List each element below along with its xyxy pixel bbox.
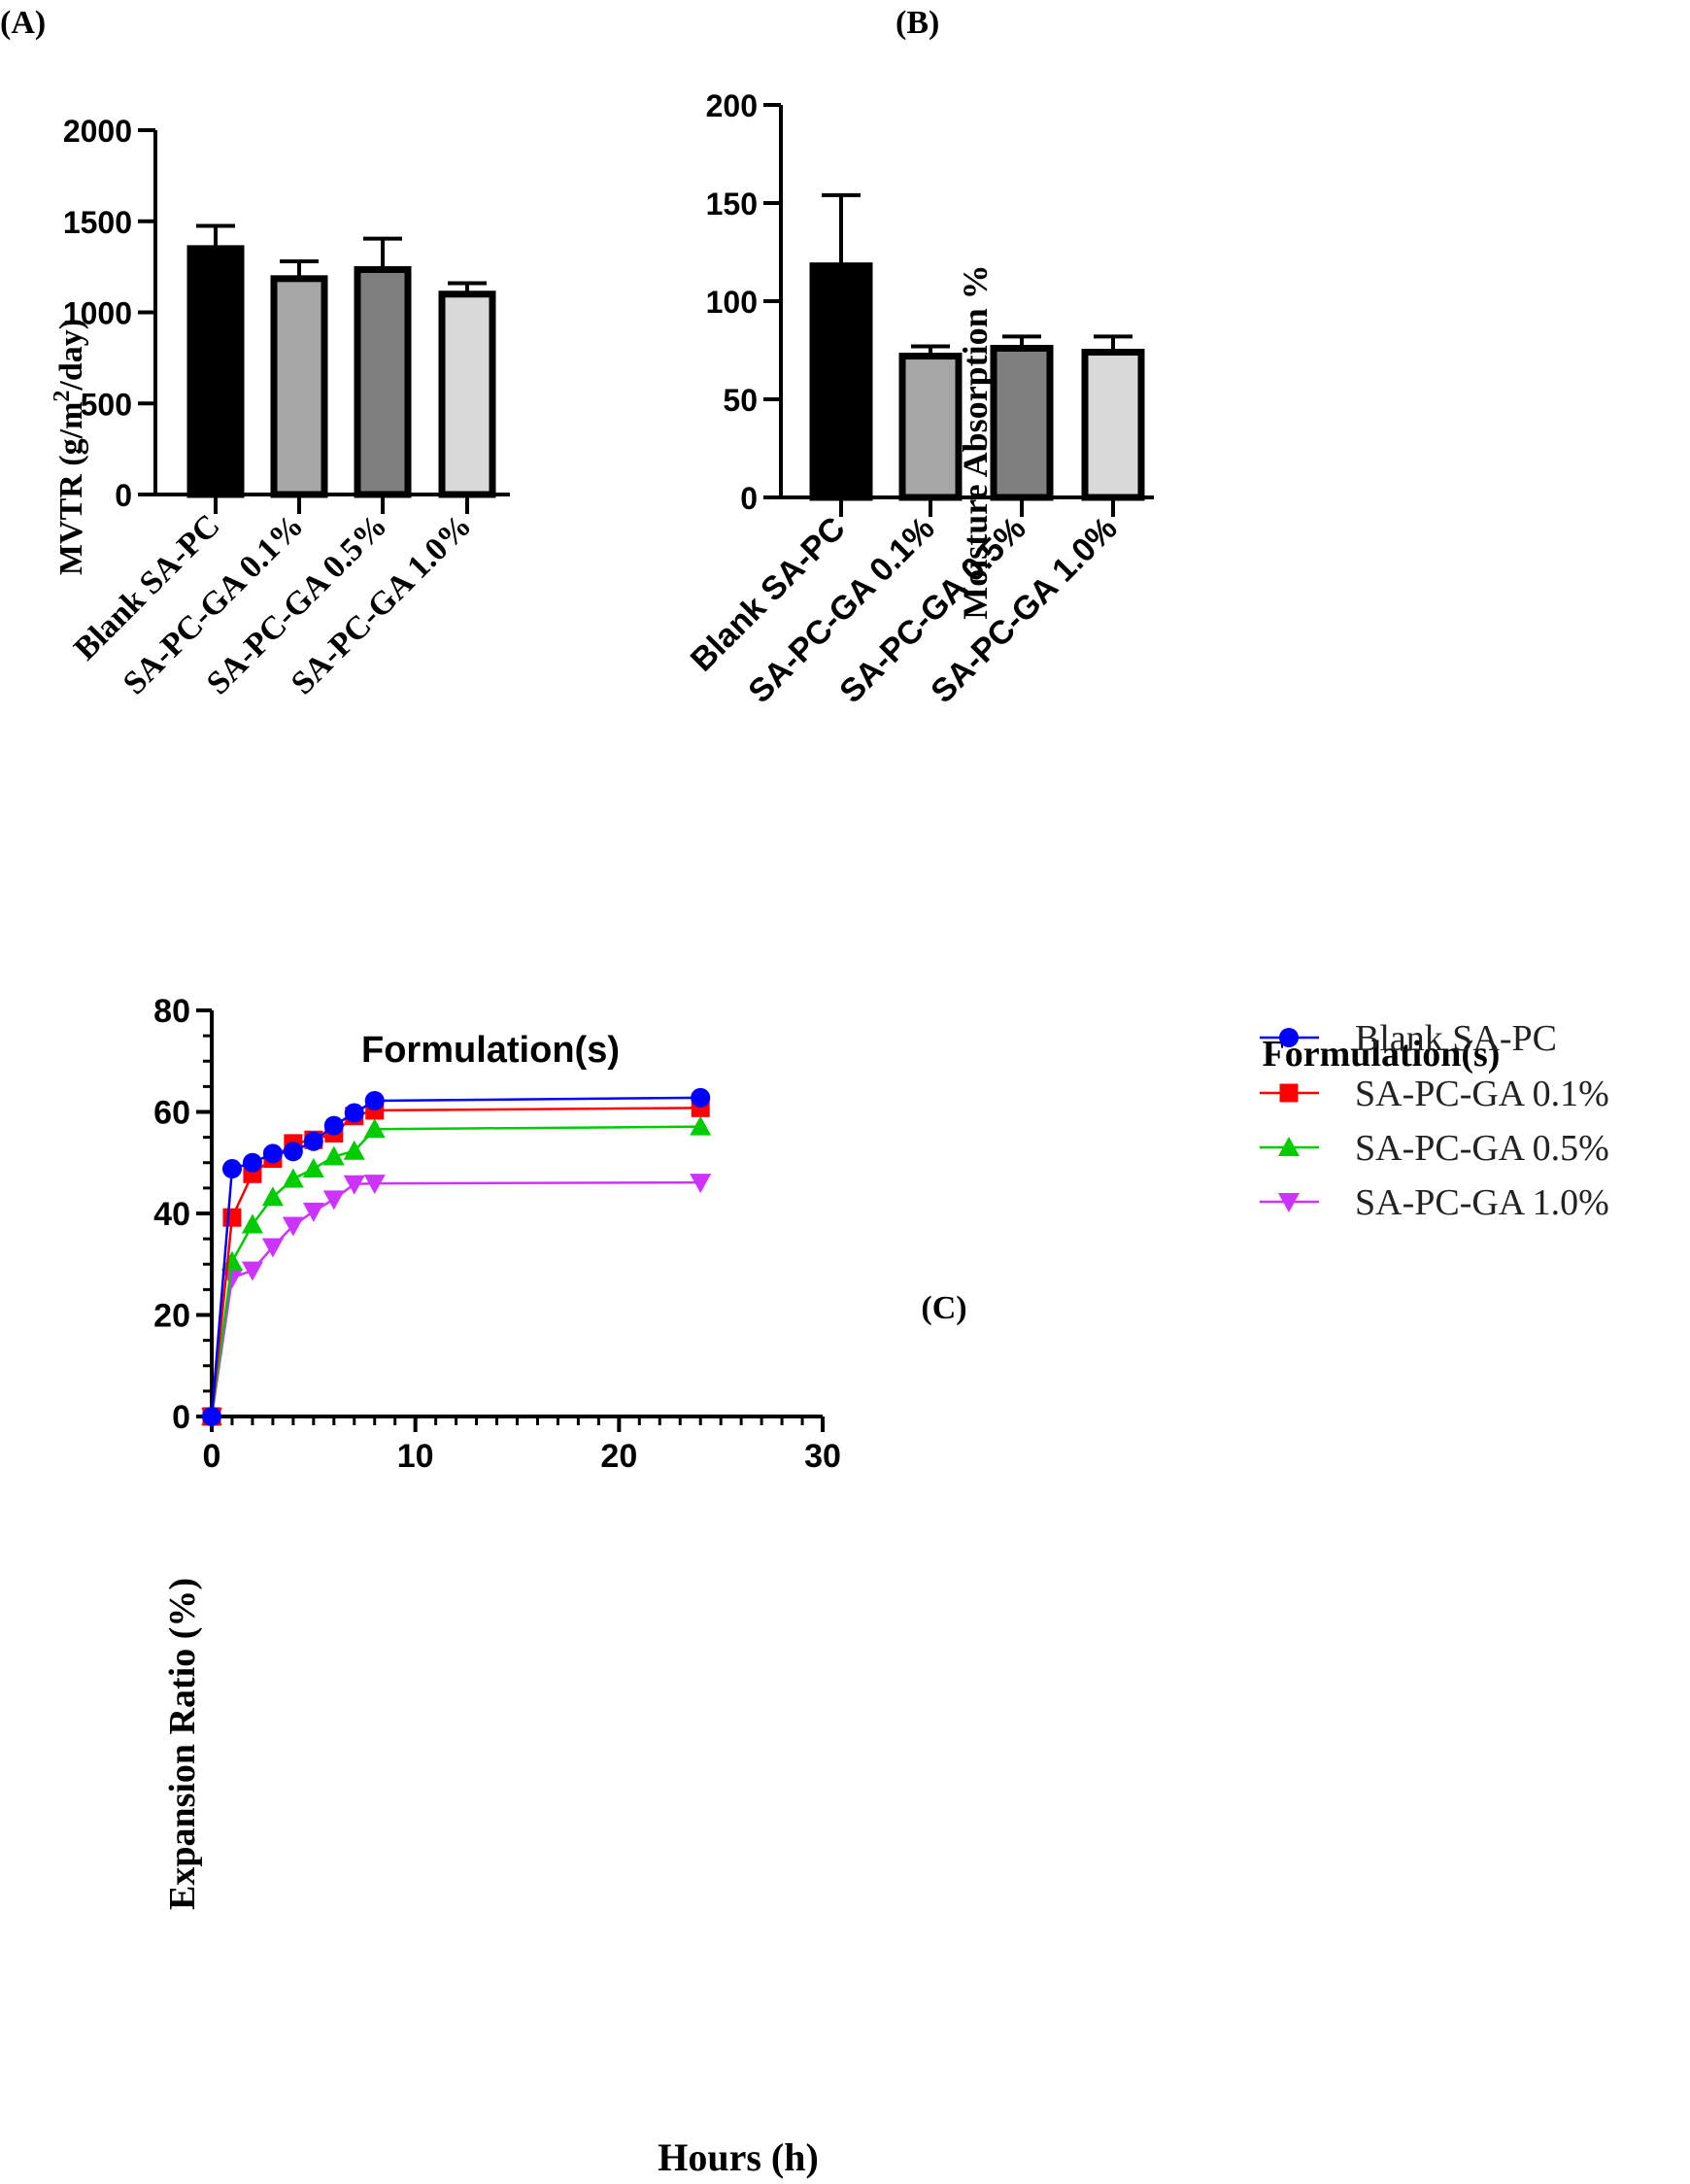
legend-marker <box>1279 1028 1299 1047</box>
panel-c-data-point <box>261 1186 284 1207</box>
panel-c-series-line <box>210 1125 701 1417</box>
panel-c-data-point <box>690 1174 712 1194</box>
legend-marker <box>1278 1193 1300 1212</box>
panel-c-x-axis-title: Hours (h) <box>658 2135 819 2179</box>
panel-c-y-tick-label: 0 <box>172 1399 190 1436</box>
panel-c-y-tick-label: 20 <box>153 1298 190 1335</box>
panel-c-data-point <box>302 1202 324 1222</box>
panel-c-data-point <box>303 1131 323 1151</box>
panel-c-data-point <box>241 1261 263 1281</box>
panel-c-data-point <box>323 1115 344 1136</box>
panel-b-y-tick-label: 150 <box>706 187 758 222</box>
panel-c-data-point <box>343 1140 365 1160</box>
panel-c-series-line <box>210 1180 701 1417</box>
panel-a-bar <box>270 275 328 498</box>
panel-a-bar <box>186 245 245 498</box>
panel-a-category-label: Blank SA-PC <box>67 507 226 666</box>
panel-c-data-point <box>282 1168 304 1188</box>
panel-a-y-tick-label: 2000 <box>63 114 132 149</box>
panel-a-y-tick-label: 0 <box>115 478 132 513</box>
panel-c-data-point <box>202 1407 221 1426</box>
panel-a-y-tick-label: 1500 <box>63 205 132 240</box>
panel-c-data-point <box>343 1175 365 1195</box>
panel-c-data-point <box>363 1118 386 1139</box>
legend-label: SA-PC-GA 0.5% <box>1355 1128 1609 1169</box>
panel-b-y-tick-label: 50 <box>723 383 758 418</box>
panel-c-x-tick-label: 10 <box>397 1438 434 1475</box>
panel-b-y-tick-label: 0 <box>740 481 758 516</box>
panel-b-bar <box>990 344 1054 501</box>
panel-c-x-tick-label: 30 <box>804 1438 841 1475</box>
panel-c-data-point <box>344 1103 364 1123</box>
panel-c-data-point <box>363 1175 386 1195</box>
panel-b-x-axis-title: Formulation(s) <box>1263 1034 1501 1075</box>
panel-c-data-point <box>262 1143 283 1164</box>
panel-a-y-tick-label: 1000 <box>63 296 132 331</box>
panel-c-series-line <box>210 1096 701 1417</box>
panel-c-legend: Blank SA-PC SA-PC-GA 0.1% SA-PC-GA 0.5% SA-… <box>1260 1018 1609 1223</box>
panel-a-bar <box>354 265 412 498</box>
panel-c-plot: 0 20 40 60 80 0 10 20 30 <box>153 993 841 1475</box>
panel-a-x-axis-title: Formulation(s) <box>361 1030 620 1071</box>
panel-b-bar <box>809 262 873 501</box>
panel-a-y-axis-title: MVTR (g/m2/day) <box>50 319 89 575</box>
panel-c-data-point <box>261 1238 284 1258</box>
panel-c-data-point <box>691 1087 711 1108</box>
panel-c-data-point <box>282 1216 304 1237</box>
panel-c-x-tick-label: 20 <box>600 1438 637 1475</box>
panel-a-y-tick-label: 500 <box>81 387 132 422</box>
panel-c-data-point <box>322 1145 345 1166</box>
panel-c-data-point <box>241 1213 263 1234</box>
panel-c-data-point <box>222 1208 242 1227</box>
panel-b-y-axis-title: Moisture Absorption % <box>956 264 995 619</box>
panel-b-bar <box>1081 349 1145 501</box>
panel-c-data-point <box>221 1159 242 1179</box>
panel-b-bar <box>898 353 963 501</box>
panel-c-y-tick-label: 60 <box>153 1095 190 1132</box>
panel-c-x-tick-label: 0 <box>203 1438 221 1475</box>
legend-marker <box>1279 1083 1299 1103</box>
panel-c-data-point <box>322 1190 345 1211</box>
panel-a-bar <box>438 290 496 498</box>
panel-b-category-label: Blank SA-PC <box>684 510 853 679</box>
panel-label-a: (A) <box>0 5 46 41</box>
legend-label: Blank SA-PC <box>1355 1018 1557 1059</box>
panel-label-b: (B) <box>896 5 939 41</box>
panel-b-y-tick-label: 200 <box>706 88 758 123</box>
panel-c-y-axis-title: Expansion Ratio (%) <box>162 1578 203 1910</box>
panel-label-c: (C) <box>921 1290 966 1326</box>
legend-label: SA-PC-GA 1.0% <box>1355 1182 1609 1223</box>
panel-c-data-point <box>364 1091 385 1111</box>
panel-c-data-point <box>302 1158 324 1178</box>
panel-c-series-line <box>210 1107 701 1417</box>
panel-c: (C) 0 20 40 60 80 0 10 20 30 Hours (h) Expansion… <box>153 993 1609 2179</box>
panel-c-data-point <box>283 1142 303 1162</box>
panel-c-data-point <box>690 1115 712 1136</box>
panel-c-data-point <box>242 1152 262 1173</box>
panel-c-y-tick-label: 80 <box>153 993 190 1030</box>
panel-b-y-tick-label: 100 <box>706 285 758 320</box>
legend-label: SA-PC-GA 0.1% <box>1355 1074 1609 1114</box>
legend-marker <box>1278 1137 1300 1156</box>
panel-c-y-tick-label: 40 <box>153 1196 190 1233</box>
